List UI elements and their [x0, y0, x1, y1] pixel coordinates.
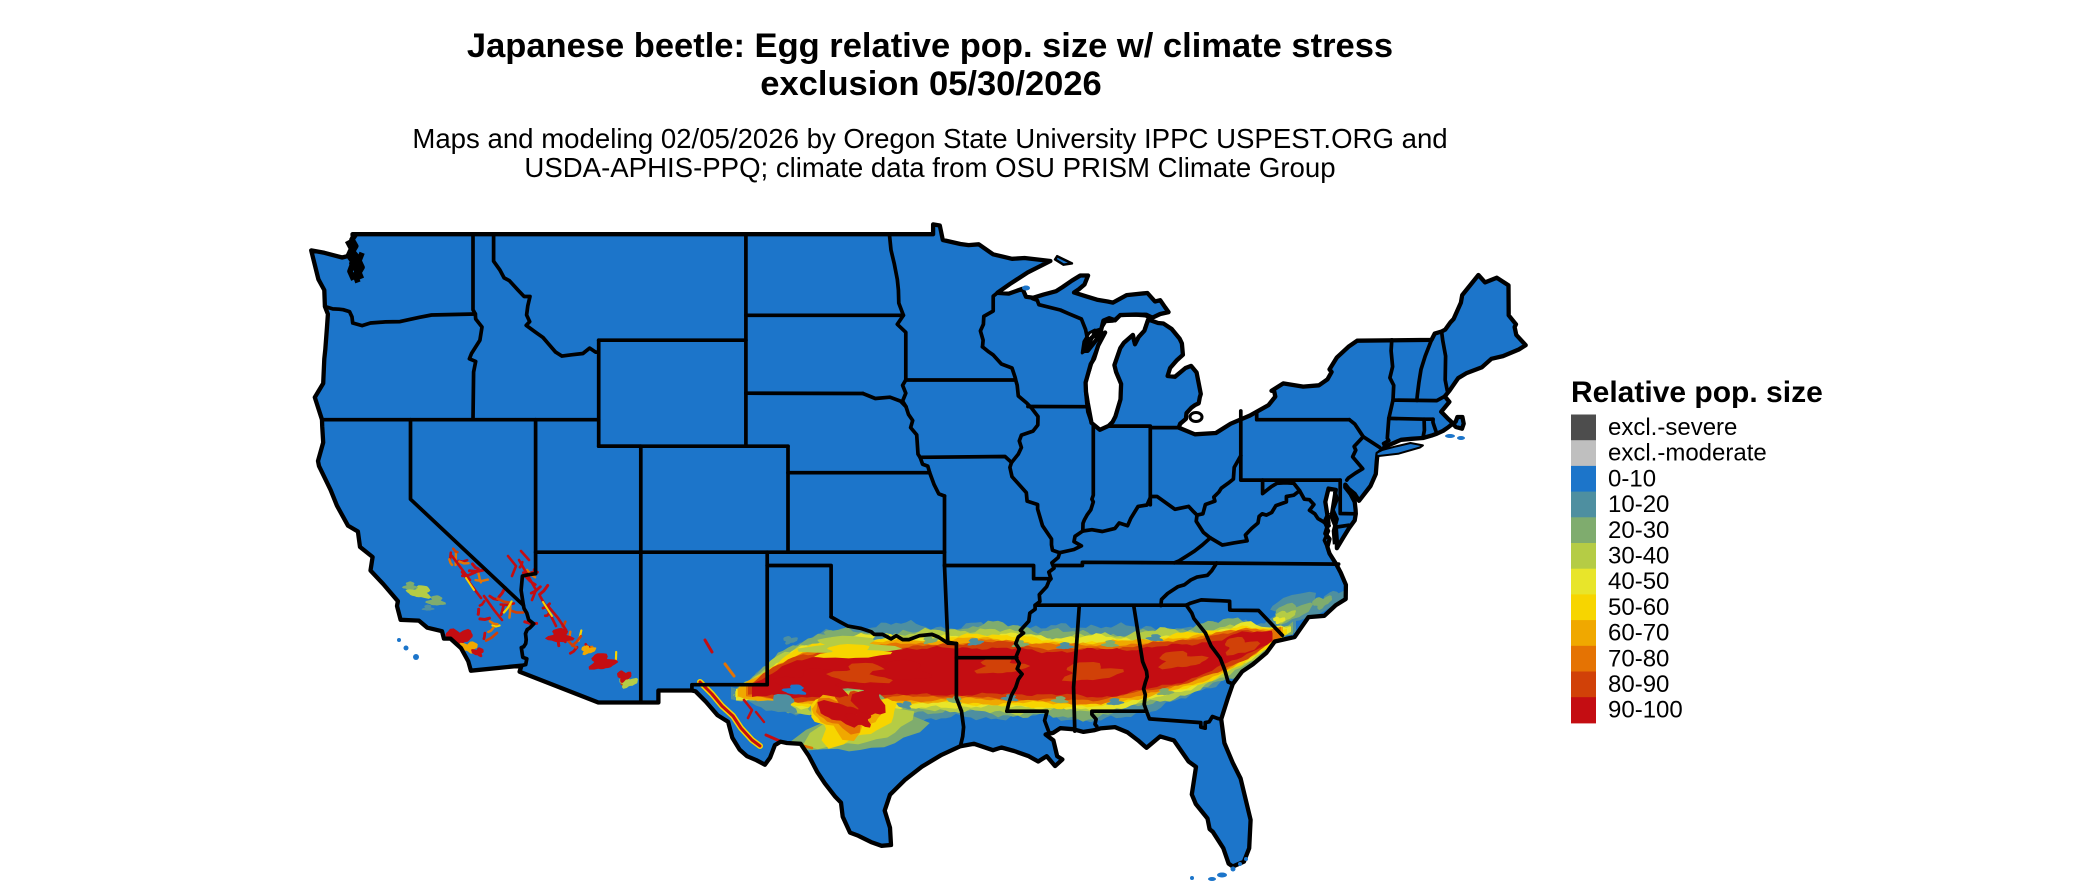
svg-text:70-80: 70-80 [1608, 645, 1669, 672]
svg-text:80-90: 80-90 [1608, 671, 1669, 698]
svg-text:excl.-severe: excl.-severe [1608, 414, 1737, 441]
svg-text:exclusion 05/30/2026: exclusion 05/30/2026 [760, 65, 1101, 103]
svg-text:20-30: 20-30 [1608, 517, 1669, 544]
svg-text:30-40: 30-40 [1608, 543, 1669, 570]
svg-text:50-60: 50-60 [1608, 594, 1669, 621]
svg-text:40-50: 40-50 [1608, 568, 1669, 595]
svg-text:10-20: 10-20 [1608, 491, 1669, 518]
svg-text:90-100: 90-100 [1608, 697, 1683, 724]
svg-text:Relative pop. size: Relative pop. size [1571, 376, 1823, 409]
svg-text:excl.-moderate: excl.-moderate [1608, 440, 1767, 467]
svg-text:60-70: 60-70 [1608, 620, 1669, 647]
svg-text:0-10: 0-10 [1608, 465, 1656, 492]
svg-text:USDA-APHIS-PPQ; climate data f: USDA-APHIS-PPQ; climate data from OSU PR… [524, 152, 1335, 183]
svg-text:Japanese beetle: Egg relative: Japanese beetle: Egg relative pop. size … [467, 27, 1393, 65]
svg-text:Maps and modeling 02/05/2026 b: Maps and modeling 02/05/2026 by Oregon S… [412, 123, 1447, 154]
